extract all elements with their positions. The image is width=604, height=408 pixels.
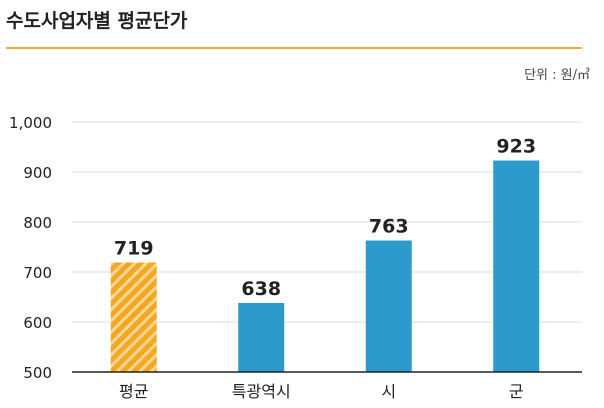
y-tick-label: 600 bbox=[23, 314, 52, 332]
y-tick-label: 800 bbox=[23, 214, 52, 232]
bars bbox=[110, 160, 540, 372]
unit-label: 단위 : 원/㎥ bbox=[524, 68, 590, 83]
x-tick-label: 군 bbox=[509, 382, 524, 401]
x-axis-tick-labels: 평균 특광역시 시 군 bbox=[119, 382, 524, 401]
bar-average bbox=[110, 262, 157, 372]
x-tick-label: 시 bbox=[381, 382, 396, 401]
y-tick-label: 1,000 bbox=[9, 114, 52, 132]
value-label: 638 bbox=[241, 278, 281, 300]
y-tick-label: 700 bbox=[23, 264, 52, 282]
x-tick-label: 평균 bbox=[119, 382, 148, 401]
value-label: 719 bbox=[114, 238, 154, 260]
bar bbox=[365, 240, 412, 372]
y-axis-tick-labels: 500 600 700 800 900 1,000 bbox=[9, 114, 52, 382]
title-divider bbox=[6, 47, 582, 49]
bar bbox=[493, 160, 540, 372]
bar bbox=[238, 303, 285, 372]
value-labels: 719 638 763 923 bbox=[114, 136, 536, 301]
chart-title: 수도사업자별 평균단가 bbox=[6, 10, 188, 32]
value-label: 763 bbox=[369, 216, 409, 238]
y-tick-label: 900 bbox=[23, 164, 52, 182]
value-label: 923 bbox=[496, 136, 536, 158]
x-tick-label: 특광역시 bbox=[232, 382, 291, 401]
y-tick-label: 500 bbox=[23, 364, 52, 382]
